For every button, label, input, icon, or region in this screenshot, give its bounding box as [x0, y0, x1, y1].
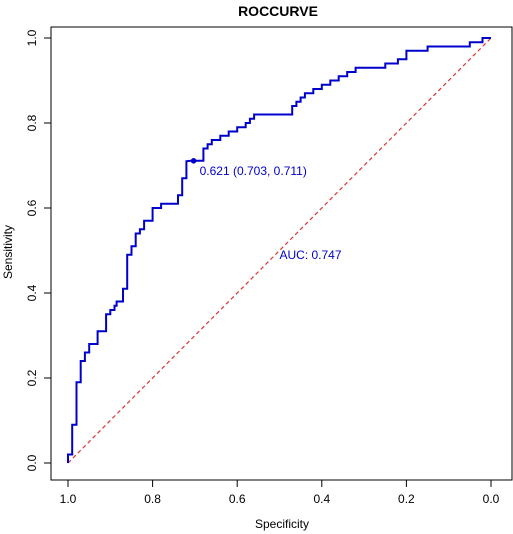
x-tick-label: 0.2 [398, 492, 415, 506]
threshold-label: 0.621 (0.703, 0.711) [200, 164, 307, 178]
y-tick-label: 1.0 [25, 29, 39, 46]
x-tick-label: 0.6 [229, 492, 246, 506]
plot-layer: 0.621 (0.703, 0.711) AUC: 0.747 [67, 37, 492, 464]
x-tick-label: 0.0 [483, 492, 500, 506]
x-tick-label: 1.0 [60, 492, 77, 506]
y-tick-label: 0.2 [25, 369, 39, 386]
chart-title: ROCCURVE [238, 3, 318, 19]
y-tick-label: 0.4 [25, 284, 39, 301]
plot-frame [50, 26, 513, 481]
auc-label: AUC: 0.747 [280, 248, 342, 262]
y-axis: 0.0 0.2 0.4 0.6 0.8 1.0 [25, 29, 51, 471]
x-axis: 1.0 0.8 0.6 0.4 0.2 0.0 [60, 480, 500, 506]
x-tick-label: 0.8 [144, 492, 161, 506]
y-tick-label: 0.8 [25, 114, 39, 131]
y-tick-label: 0.0 [25, 454, 39, 471]
y-axis-title: Sensitivity [1, 225, 15, 279]
diagonal-reference-line [67, 37, 492, 464]
x-axis-title: Specificity [255, 517, 309, 531]
x-tick-label: 0.4 [313, 492, 330, 506]
y-tick-label: 0.6 [25, 199, 39, 216]
roc-curve-line [67, 37, 491, 463]
threshold-point [190, 158, 197, 164]
